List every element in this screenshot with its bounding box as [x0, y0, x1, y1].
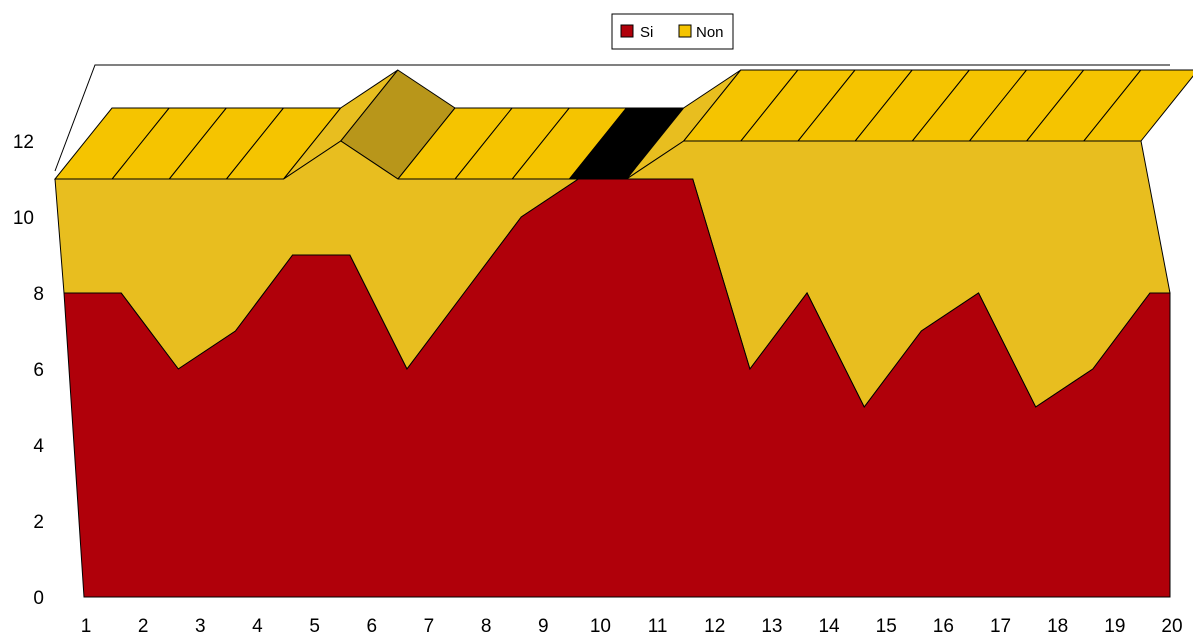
x-tick-label: 4	[252, 616, 263, 637]
x-tick-label: 16	[933, 616, 954, 637]
x-tick-label: 5	[309, 616, 320, 637]
x-tick-label: 14	[818, 616, 840, 637]
y-tick-label: 2	[33, 512, 44, 533]
x-tick-label: 11	[648, 616, 668, 637]
x-tick-label: 7	[424, 616, 435, 637]
series-si-area	[63, 178, 1171, 598]
x-tick-label: 1	[81, 616, 92, 637]
x-tick-label: 13	[761, 616, 782, 637]
x-tick-label: 18	[1047, 616, 1068, 637]
y-tick-label: 10	[13, 208, 34, 229]
x-tick-label: 2	[138, 616, 149, 637]
back-wall-edge	[54, 64, 1170, 172]
legend-label-si: Si	[640, 24, 653, 41]
legend-label-non: Non	[696, 24, 724, 41]
x-tick-label: 17	[990, 616, 1011, 637]
y-tick-label: 0	[33, 588, 44, 609]
x-tick-label: 19	[1104, 616, 1125, 637]
y-axis: 0 2 4 6 8 10 12	[13, 132, 45, 609]
x-tick-label: 10	[590, 616, 611, 637]
y-tick-label: 12	[13, 132, 34, 153]
x-tick-label: 20	[1161, 616, 1182, 637]
legend-swatch-si	[620, 24, 634, 38]
y-tick-label: 6	[33, 360, 44, 381]
y-tick-label: 8	[33, 284, 44, 305]
x-tick-label: 15	[876, 616, 897, 637]
plot-area	[54, 140, 1171, 598]
y-tick-label: 4	[33, 436, 44, 457]
x-tick-label: 9	[538, 616, 549, 637]
legend: Si Non	[611, 13, 734, 50]
x-tick-label: 12	[704, 616, 725, 637]
x-tick-label: 3	[195, 616, 206, 637]
legend-swatch-non	[678, 24, 692, 38]
x-axis: 1 2 3 4 5 6 7 8 9 10 11 12 13 14 15 16 17 18 19 20	[81, 616, 1183, 637]
x-tick-label: 8	[481, 616, 492, 637]
x-tick-label: 6	[367, 616, 378, 637]
chart-3d-top	[53, 64, 1193, 180]
